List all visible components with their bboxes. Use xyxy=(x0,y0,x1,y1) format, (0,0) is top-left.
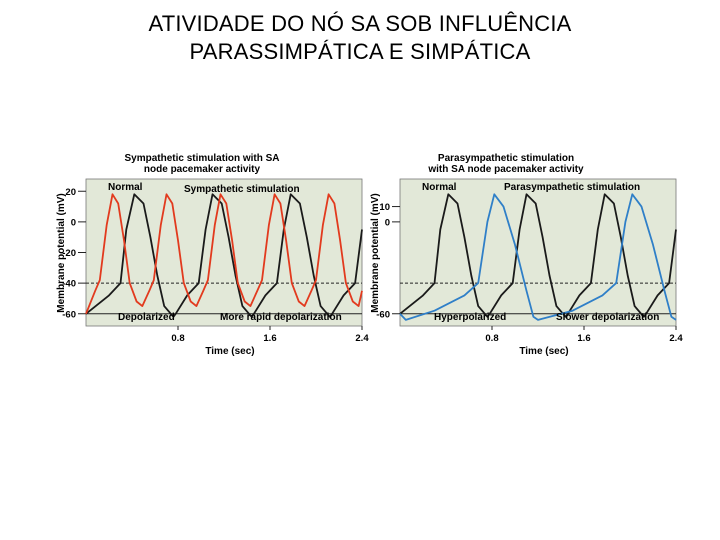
y-tick-label: 10 xyxy=(379,202,390,213)
annotation-more-rapid-depolarization: More rapid depolarization xyxy=(220,312,342,323)
chart-title-line-2: with SA node pacemaker activity xyxy=(427,164,584,175)
x-tick-label: 1.6 xyxy=(577,333,590,344)
chart-title-line-2: node pacemaker activity xyxy=(144,164,261,175)
y-tick-label: 0 xyxy=(385,217,390,228)
annotation-sympathetic-stimulation: Sympathetic stimulation xyxy=(184,184,300,195)
y-tick-label: -40 xyxy=(62,279,76,290)
annotation-normal: Normal xyxy=(422,182,457,193)
y-tick-label: -60 xyxy=(376,309,390,320)
chart-title-line-1: Sympathetic stimulation with SA xyxy=(124,153,279,164)
series-line-normal xyxy=(399,193,677,318)
y-tick-label: 0 xyxy=(71,217,76,228)
x-axis-label: Time (sec) xyxy=(519,346,568,357)
parasympathetic-chart: Parasympathetic stimulation with SA node… xyxy=(370,153,683,357)
annotation-depolarized: Depolarized xyxy=(118,312,175,323)
annotation-parasympathetic-stimulation: Parasympathetic stimulation xyxy=(504,182,640,193)
y-axis-label: Membrane potential (mV) xyxy=(370,193,381,312)
slide-title: ATIVIDADE DO NÓ SA SOB INFLUÊNCIA PARASS… xyxy=(0,10,720,66)
y-tick-label: -20 xyxy=(62,248,76,259)
annotation-normal: Normal xyxy=(108,182,143,193)
series-line-sympathetic-stimulation xyxy=(85,193,363,315)
slide-title-line-1: ATIVIDADE DO NÓ SA SOB INFLUÊNCIA xyxy=(148,11,572,36)
annotation-hyperpolarized: Hyperpolarized xyxy=(434,312,506,323)
y-tick-label: -60 xyxy=(62,309,76,320)
slide-title-line-2: PARASSIMPÁTICA E SIMPÁTICA xyxy=(189,39,531,64)
series-line-parasympathetic-stimulation xyxy=(399,193,677,321)
x-tick-label: 2.4 xyxy=(669,333,683,344)
x-tick-label: 0.8 xyxy=(171,333,184,344)
y-tick-label: 20 xyxy=(65,187,76,198)
y-axis-label: Membrane potential (mV) xyxy=(56,193,67,312)
annotation-slower-depolarization: Slower depolarization xyxy=(556,312,659,323)
x-axis-label: Time (sec) xyxy=(205,346,254,357)
x-tick-label: 1.6 xyxy=(263,333,276,344)
x-tick-label: 0.8 xyxy=(485,333,498,344)
sympathetic-chart: Sympathetic stimulation with SA node pac… xyxy=(56,153,369,357)
x-tick-label: 2.4 xyxy=(355,333,369,344)
series-line-normal xyxy=(85,193,363,318)
chart-title-line-1: Parasympathetic stimulation xyxy=(438,153,574,164)
